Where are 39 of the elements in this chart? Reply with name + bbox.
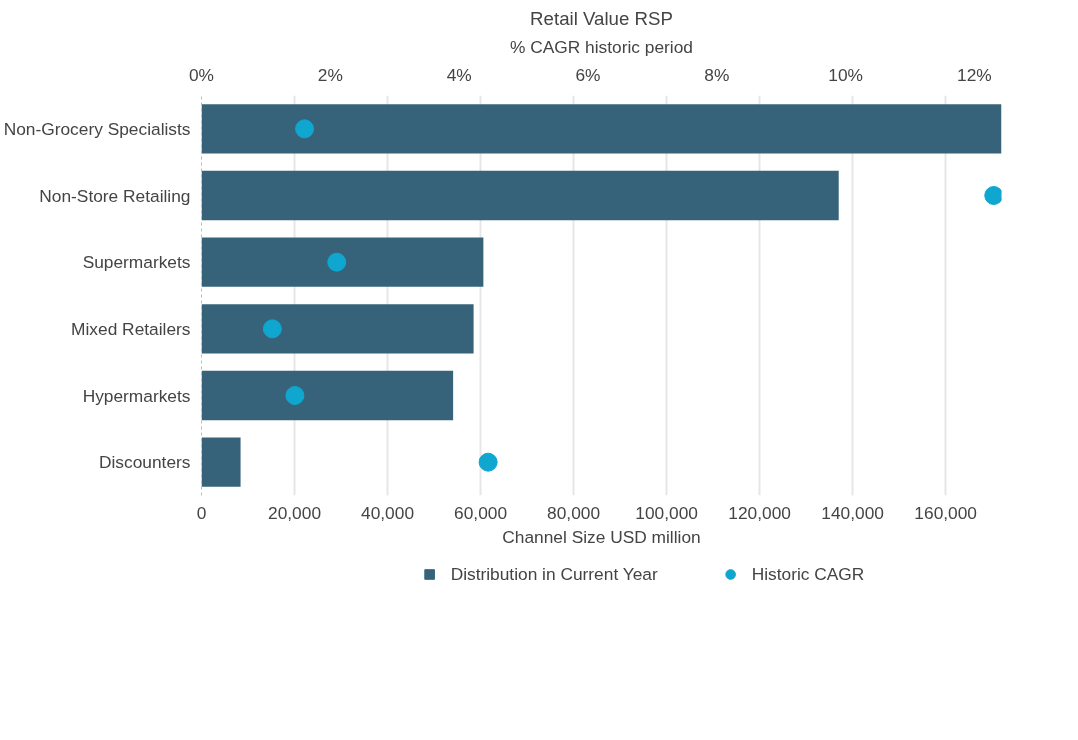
x2-tick-label: 8% [704,64,730,85]
x2-axis-title: % CAGR historic period [510,36,693,57]
bar [201,304,474,354]
x-tick-label: 100,000 [635,502,698,523]
y-tick-label: Supermarkets [82,252,191,273]
legend-label: Historic CAGR [751,563,865,585]
x-tick-label: 140,000 [821,502,884,523]
x2-tick-label: 6% [575,64,601,85]
x-tick-label: 80,000 [547,502,601,523]
y-tick-label: Hypermarkets [82,385,191,406]
bar [201,104,1002,154]
x2-tick-label: 12% [957,64,992,85]
y-tick-label: Mixed Retailers [71,318,191,339]
y-tick-label: Non-Grocery Specialists [3,118,191,139]
point [478,452,498,472]
legend-label: Distribution in Current Year [450,563,658,585]
y-tick-label: Discounters [99,452,191,473]
x2-tick-label: 10% [828,64,863,85]
point [262,319,282,339]
x-tick-label: 160,000 [914,502,978,523]
x-tick-label: 60,000 [454,502,508,523]
bar [201,370,454,421]
point [285,386,305,405]
point [295,119,315,139]
x-tick-label: 20,000 [268,502,322,523]
point [327,252,347,272]
x2-tick-label: 2% [317,64,343,85]
x-tick-label: 0 [196,502,207,523]
x-tick-label: 120,000 [728,502,791,523]
bar [201,437,241,487]
x-tick-label: 40,000 [361,502,415,523]
point [984,186,1002,205]
bar [201,237,484,287]
y-tick-label: Non-Store Retailing [39,185,191,206]
x-axis-title: Channel Size USD million [502,526,701,547]
bar [201,170,839,221]
x2-tick-label: 4% [446,64,472,85]
chart-title: Retail Value RSP [530,7,673,29]
x2-tick-label: 0% [188,64,215,85]
